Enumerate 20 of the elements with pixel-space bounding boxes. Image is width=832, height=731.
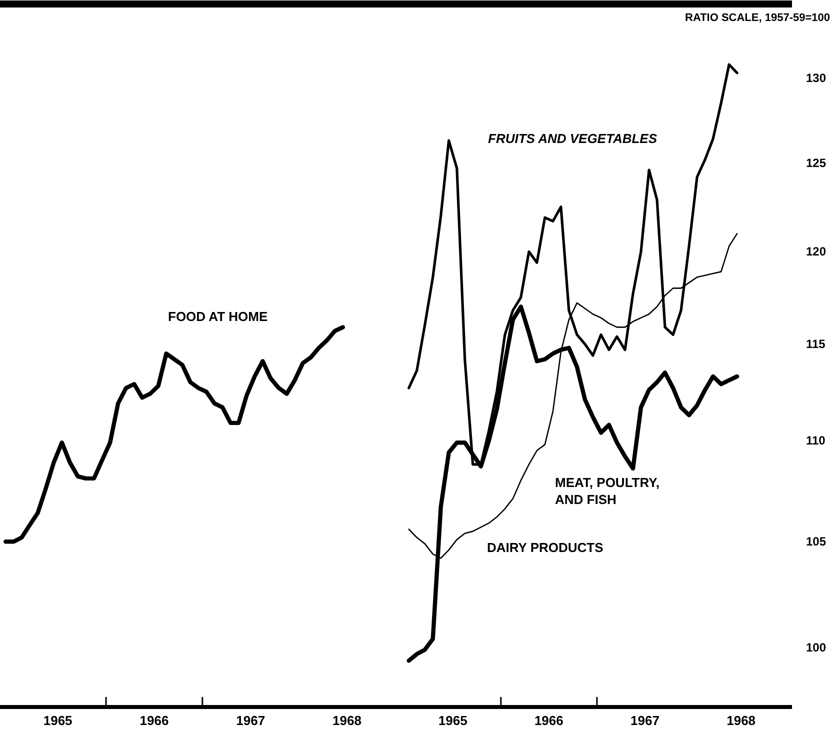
x-tick-label: 1965 [438,713,468,728]
y-tick-label: 115 [806,337,826,352]
text: FOOD AT HOME [168,308,268,325]
x-tick-label: 1966 [534,713,564,728]
x-tick-label: 1967 [236,713,266,728]
y-tick-label: 130 [806,70,826,85]
y-tick-label: 110 [806,434,826,448]
x-tick-label: 1965 [43,713,72,728]
y-tick-label: 120 [806,244,826,259]
y-axis-title: RATIO SCALE, 1957-59=100 [685,12,830,24]
y-tick-label: 125 [806,156,826,170]
x-tick-label: 1966 [140,713,169,728]
x-tick-label: 1967 [630,713,660,728]
x-tick-label: 1968 [726,713,756,728]
text: MEAT, POULTRY, AND FISH [555,474,660,508]
series-label: DAIRY PRODUCTS [487,539,604,556]
series-label: FRUITS AND VEGETABLES [488,130,658,147]
y-tick-label: 105 [806,534,826,549]
x-tick-label: 1968 [332,713,362,728]
y-tick-label: 100 [806,640,826,655]
